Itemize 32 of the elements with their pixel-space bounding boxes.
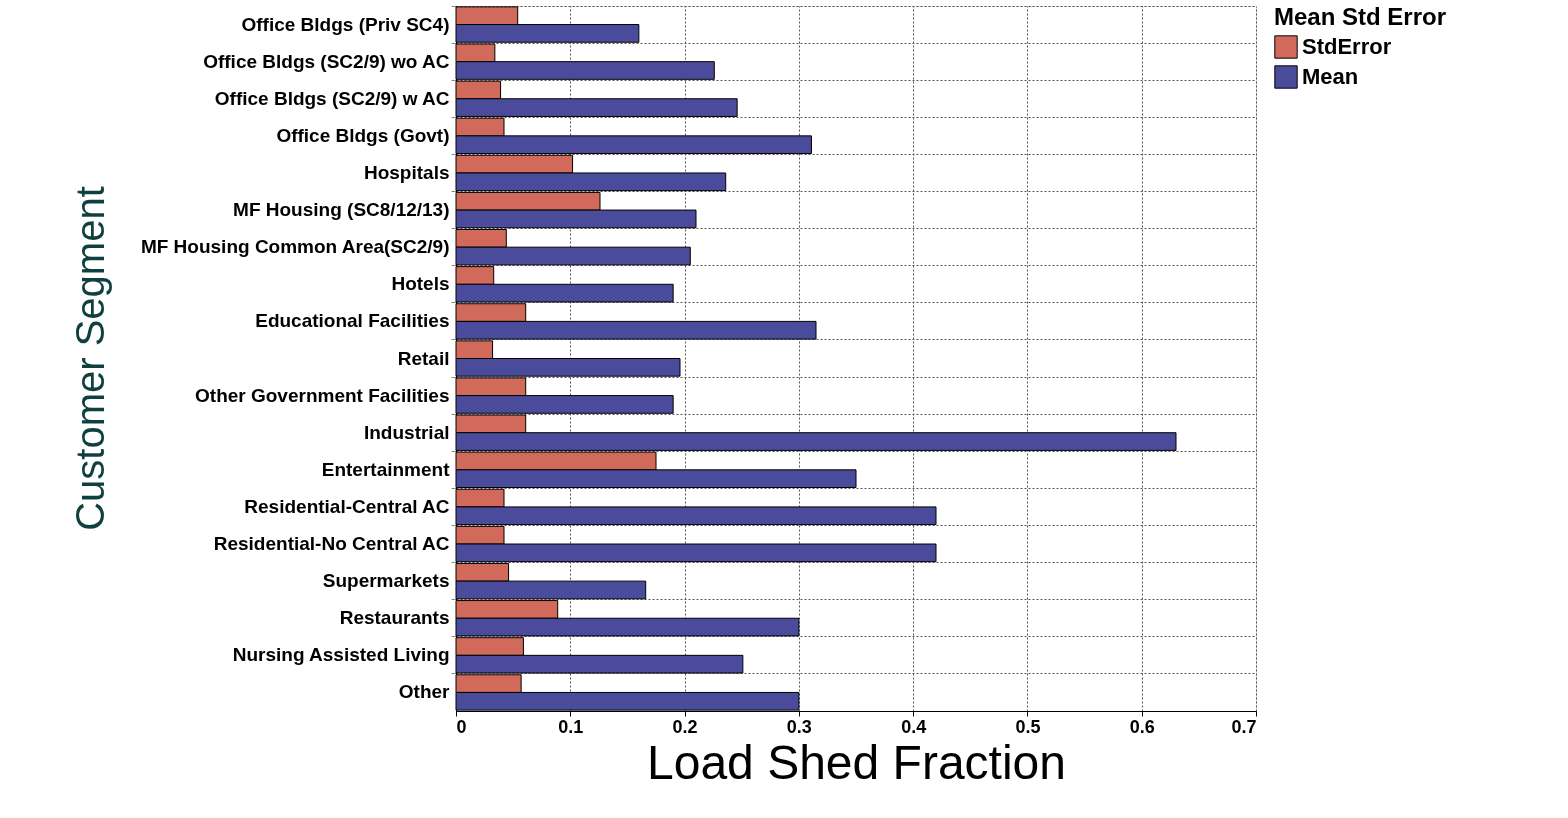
y-tick-label: Office Bldgs (Govt) — [276, 124, 450, 146]
x-tick-label: 0.4 — [901, 716, 927, 737]
y-tick-label: Supermarkets — [322, 570, 450, 592]
y-tick-label: Office Bldgs (SC2/9) wo AC — [203, 50, 450, 72]
x-tick-label: 0.7 — [1231, 716, 1257, 737]
x-tick-label: 0.5 — [1015, 716, 1041, 737]
y-tick-label: Residential-Central AC — [244, 495, 450, 517]
y-tick-label: Educational Facilities — [255, 310, 450, 332]
y-tick-label: Industrial — [363, 421, 450, 443]
x-axis-title: Load Shed Fraction — [647, 735, 1066, 789]
legend-title: Mean Std Error — [1274, 3, 1447, 30]
y-tick-label: Office Bldgs (SC2/9) w AC — [214, 87, 450, 109]
y-tick-label: Entertainment — [321, 458, 451, 480]
x-tick-label: 0.6 — [1129, 716, 1155, 737]
y-tick-label: Hospitals — [363, 161, 450, 183]
y-tick-label: MF Housing Common Area(SC2/9) — [140, 236, 450, 258]
y-tick-label: Retail — [397, 347, 450, 369]
y-tick-label: Nursing Assisted Living — [232, 644, 450, 666]
y-axis-title: Customer Segment — [67, 186, 112, 531]
x-tick-label: 0.3 — [786, 716, 812, 737]
y-tick-label: Residential-No Central AC — [213, 533, 450, 555]
y-tick-label: Other Government Facilities — [195, 384, 450, 406]
y-tick-label: Other — [398, 681, 451, 703]
y-tick-label: MF Housing (SC8/12/13) — [233, 199, 450, 221]
legend-label: StdError — [1302, 34, 1392, 59]
y-tick-label: Hotels — [391, 273, 450, 295]
y-tick-label: Restaurants — [339, 607, 450, 629]
x-tick-label: 0.2 — [672, 716, 698, 737]
y-tick-label: Office Bldgs (Priv SC4) — [241, 13, 450, 35]
x-tick-label: 0.1 — [558, 716, 584, 737]
legend-label: Mean — [1302, 64, 1359, 89]
x-tick-label: 0 — [456, 716, 467, 737]
